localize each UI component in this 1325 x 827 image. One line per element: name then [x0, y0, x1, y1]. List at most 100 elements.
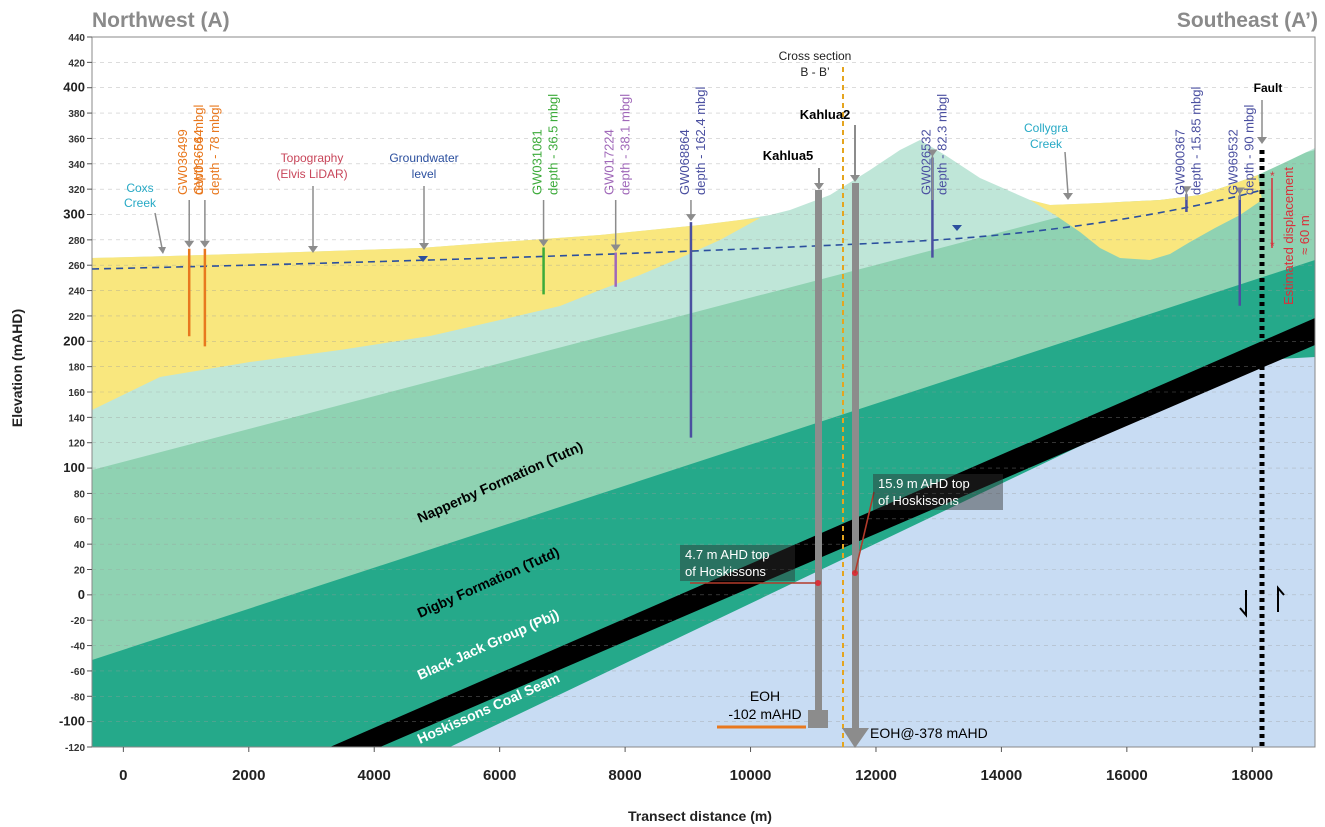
kahlua5-pointer-head [814, 183, 824, 190]
corner-title-northwest: Northwest (A) [92, 9, 230, 32]
hoskissons-box-1 [680, 545, 795, 581]
y-gridlines [92, 62, 1315, 722]
y-tick-label: 100 [63, 460, 85, 475]
bore-id-label: GW017224 [602, 129, 617, 195]
cross-section-label-1: Cross section [779, 49, 852, 63]
x-tick-label: 18000 [1231, 767, 1273, 784]
y-tick-label: -80 [71, 692, 86, 703]
bore-id-label: GW026532 [918, 129, 933, 195]
hoskissons-label-1a: 4.7 m AHD top [685, 547, 770, 562]
groundwater-marker-2 [952, 225, 962, 231]
y-tick-label: -120 [65, 743, 85, 754]
y-tick-label: 380 [68, 109, 85, 120]
groundwater-label-2: level [412, 167, 437, 181]
y-tick-label: 200 [63, 333, 85, 348]
alluvium-left [92, 218, 760, 410]
kahlua5-well [815, 190, 822, 710]
eoh-102-label-2: -102 mAHD [728, 706, 801, 722]
hoskissons-point-1 [815, 580, 821, 586]
bore-pointer-head [927, 149, 938, 157]
bore-pointer-head [610, 244, 621, 252]
bore-pointer-head [538, 239, 549, 247]
hoskissons-leader-2 [854, 491, 875, 574]
fault-arrow-up [1277, 585, 1285, 612]
coxs-creek-pointer [154, 212, 163, 249]
y-axis: 4404204003803603403203002802602402202001… [59, 33, 92, 754]
groundwater-marker-1 [418, 256, 428, 262]
kahlua5-label: Kahlua5 [763, 148, 814, 163]
fault-arrow-down [1239, 590, 1247, 618]
x-tick-label: 4000 [358, 767, 391, 784]
bore-id-label: GW068864 [677, 129, 692, 195]
bore-depth-label: depth - 82.3 mbgl [934, 94, 949, 195]
displacement-star-1: * [1270, 169, 1275, 183]
y-tick-label: 0 [78, 587, 85, 602]
bore-pointer-head [199, 240, 210, 248]
kahlua5-eoh-marker [808, 710, 828, 728]
y-tick-label: 160 [68, 388, 85, 399]
y-tick-label: 220 [68, 312, 85, 323]
bore-gw900367: GW900367 depth - 15.85 mbgl [1172, 86, 1203, 212]
collygra-creek-label-1: Collygra [1024, 121, 1068, 135]
bore-depth-label: depth - 66 mbgl [191, 105, 206, 195]
bore-id-label: GW969532 [1226, 129, 1241, 195]
x-tick-label: 8000 [608, 767, 641, 784]
x-tick-label: 0 [119, 767, 127, 784]
bore-pointer-head [1181, 186, 1192, 194]
topography-pointer-head [308, 246, 318, 253]
x-axis: 0 2000 4000 6000 8000 10000 12000 14000 16000 180… [119, 747, 1273, 784]
kahlua2-well [852, 183, 859, 728]
bore-pointer-head [685, 214, 696, 222]
hoskissons-label-2b: of Hoskissons [878, 493, 959, 508]
bore-depth-label: depth - 90 mbgl [1242, 105, 1257, 195]
eoh-102-label-1: EOH [750, 688, 780, 704]
y-tick-label: 20 [74, 566, 86, 577]
hoskissons-box-2 [873, 474, 1003, 510]
y-tick-label: 340 [68, 160, 85, 171]
y-tick-label: 180 [68, 363, 85, 374]
x-tick-label: 12000 [855, 767, 897, 784]
y-tick-label: 320 [68, 185, 85, 196]
collygra-creek-pointer-head [1063, 193, 1073, 200]
y-tick-label: 420 [68, 58, 85, 69]
y-tick-label: 240 [68, 287, 85, 298]
x-tick-label: 10000 [730, 767, 772, 784]
x-tick-label: 16000 [1106, 767, 1148, 784]
bore-id-label: GW031081 [530, 129, 545, 195]
bore-id-label: GW036544 [191, 129, 206, 195]
y-tick-label: 440 [68, 33, 85, 44]
x-tick-label: 6000 [483, 767, 516, 784]
groundwater-label-1: Groundwater [389, 151, 458, 165]
bore-gw068864: GW068864 depth - 162.4 mbgl [677, 86, 708, 438]
bore-gw036499: GW036499 depth - 66 mbgl [175, 105, 206, 337]
hoskissons-label-2a: 15.9 m AHD top [878, 476, 970, 491]
x-tick-label: 2000 [232, 767, 265, 784]
bore-id-label: GW900367 [1172, 129, 1187, 195]
displacement-label-1: Estimated displacement [1281, 167, 1296, 305]
bore-gw026532: GW026532 depth - 82.3 mbgl [918, 94, 949, 258]
groundwater-level-line [91, 189, 1263, 270]
coxs-creek-label-2: Creek [124, 196, 157, 210]
displacement-label-2: ≈ 60 m [1297, 215, 1312, 255]
coal-seam-unit [330, 318, 1315, 747]
topography-label-2: (Elvis LiDAR) [276, 167, 347, 181]
bore-depth-label: depth - 36.5 mbgl [546, 94, 561, 195]
corner-title-southeast: Southeast (A’) [1177, 9, 1318, 32]
y-tick-label: -40 [71, 642, 86, 653]
bore-gw017224: GW017224 depth - 38.1 mbgl [602, 94, 633, 287]
alluvium-right [1030, 175, 1262, 260]
sky-region [92, 37, 1315, 258]
y-axis-label: Elevation (mAHD) [9, 309, 25, 427]
bore-depth-label: depth - 162.4 mbgl [693, 86, 708, 195]
bore-depth-label: depth - 15.85 mbgl [1188, 86, 1203, 195]
y-tick-label: 280 [68, 236, 85, 247]
kahlua2-label: Kahlua2 [800, 107, 851, 122]
y-tick-label: 400 [63, 80, 85, 95]
displacement-star-2: * [1270, 239, 1275, 253]
groundwater-pointer-head [419, 243, 429, 250]
bore-depth-label: depth - 78 mbgl [207, 105, 222, 195]
x-axis-label: Transect distance (m) [628, 808, 772, 824]
y-tick-label: 120 [68, 439, 85, 450]
